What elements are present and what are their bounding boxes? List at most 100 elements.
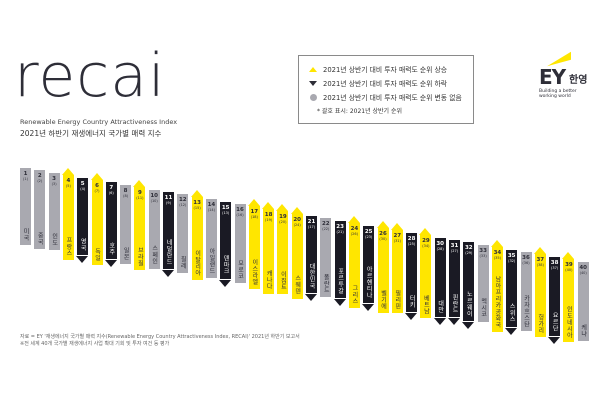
bar-rank-30: 30 (28) 대만 xyxy=(433,237,446,325)
previous-rank-label: (18) xyxy=(250,215,258,220)
country-label: 미국 xyxy=(22,228,29,241)
bar-rank-32: 32 (29) 노르웨이 xyxy=(462,242,475,330)
previous-rank-label: (6) xyxy=(108,191,114,196)
arrow-up-icon xyxy=(347,216,360,224)
arrow-up-icon xyxy=(247,199,260,207)
country-label: 필리핀 xyxy=(393,289,401,310)
arrow-up-icon xyxy=(276,204,289,212)
rank-label: 15 xyxy=(221,204,230,211)
bar-rank-31: 31 (27) 핀란드 xyxy=(448,240,460,325)
country-label: 캐나다 xyxy=(265,270,273,290)
country-label: 남아프리카공화국 xyxy=(493,276,501,329)
rank-label: 6 xyxy=(95,183,99,189)
arrow-down-icon xyxy=(405,312,418,320)
rank-label: 39 xyxy=(565,262,573,269)
country-label: 이집트 xyxy=(279,270,287,291)
bar-rank-23: 23 (21) 포르투갈 xyxy=(333,220,346,306)
rank-label: 1 xyxy=(23,171,28,177)
previous-rank-label: (15) xyxy=(193,205,201,210)
previous-rank-label: (1) xyxy=(23,177,28,181)
rank-label: 27 xyxy=(393,233,402,240)
previous-rank-label: (12) xyxy=(179,203,187,208)
previous-rank-label: (3) xyxy=(51,181,57,186)
legend-down: 2021년 상반기 대비 투자 매력도 순위 하락 xyxy=(307,76,465,90)
previous-rank-label: (22) xyxy=(322,227,330,232)
subtitle-english: Renewable Energy Country Attractiveness … xyxy=(20,118,178,126)
country-label: 중국 xyxy=(36,232,44,246)
bar-rank-11: 11 (9) 네덜란드 xyxy=(162,192,174,277)
country-label: 스페인 xyxy=(150,245,158,265)
rank-label: 32 xyxy=(464,245,473,252)
rank-label: 7 xyxy=(109,185,114,192)
country-label: 영국 xyxy=(79,237,87,251)
previous-rank-label: (19) xyxy=(265,217,273,222)
country-label: 이탈리아 xyxy=(193,249,201,276)
country-label: 요르단 xyxy=(551,312,559,332)
country-label: 노르웨이 xyxy=(465,291,473,318)
previous-rank-label: (24) xyxy=(293,222,301,227)
rank-label: 26 xyxy=(379,231,387,237)
rank-label: 20 xyxy=(293,216,302,223)
bar-rank-33: 33 (33) 멕시코 xyxy=(477,244,489,322)
bar-rank-40: 40 (40) 케냐 xyxy=(577,261,589,341)
legend-same: 2021년 상반기 대비 투자 매력도 순위 변동 없음 xyxy=(307,90,465,104)
bar-rank-7: 7 (6) 호주 xyxy=(104,182,117,268)
previous-rank-label: (38) xyxy=(536,263,544,268)
bar-rank-35: 35 (32) 스위스 xyxy=(505,249,518,335)
bar-rank-36: 36 (36) 카자흐스탄 xyxy=(520,252,532,331)
bar-rank-4: 4 (5) 프랑스 xyxy=(61,168,74,261)
arrow-up-icon xyxy=(419,228,432,236)
previous-rank-label: (30) xyxy=(379,237,387,241)
circle-icon xyxy=(307,93,319,101)
bar-rank-27: 27 (31) 필리핀 xyxy=(390,223,403,314)
bar-rank-2: 2 (2) 중국 xyxy=(34,170,46,250)
bar-rank-38: 38 (37) 요르단 xyxy=(548,256,561,344)
previous-rank-label: (36) xyxy=(522,261,530,265)
bar-rank-34: 34 (35) 남아프리카공화국 xyxy=(490,240,503,333)
triangle-down-icon xyxy=(307,80,319,86)
legend-box: 2021년 상반기 대비 투자 매력도 순위 상승 2021년 상반기 대비 투… xyxy=(298,55,474,124)
country-label: 인도 xyxy=(50,232,58,246)
rank-label: 16 xyxy=(236,207,244,213)
arrow-up-icon xyxy=(562,252,575,260)
previous-rank-label: (32) xyxy=(508,258,516,263)
rank-label: 14 xyxy=(207,202,216,209)
bar-rank-37: 37 (38) 헝가리 xyxy=(533,247,546,338)
bar-rank-29: 29 (34) 베트남 xyxy=(419,228,432,319)
rank-label: 9 xyxy=(137,190,142,197)
country-label: 포르투갈 xyxy=(336,267,344,294)
previous-rank-label: (34) xyxy=(422,244,430,249)
previous-rank-label: (4) xyxy=(80,186,86,191)
bar-rank-6: 6 (7) 독일 xyxy=(90,173,103,265)
bar-rank-24: 24 (26) 그리스 xyxy=(347,216,360,309)
triangle-up-icon xyxy=(307,66,319,72)
arrow-down-icon xyxy=(333,298,346,306)
rank-label: 21 xyxy=(307,219,316,225)
arrow-down-icon xyxy=(219,279,232,287)
country-label: 스웨덴 xyxy=(293,275,301,295)
rank-label: 19 xyxy=(279,214,287,221)
rank-label: 2 xyxy=(37,173,42,180)
country-label: 브라질 xyxy=(136,246,144,267)
previous-rank-label: (2) xyxy=(37,179,43,184)
country-label: 덴마크 xyxy=(222,255,230,275)
rank-label: 28 xyxy=(407,235,416,242)
country-label: 케냐 xyxy=(579,323,587,337)
arrow-down-icon xyxy=(362,303,375,311)
country-label: 칠레 xyxy=(179,256,187,270)
previous-rank-label: (25) xyxy=(408,241,416,246)
country-label: 아르헨티나 xyxy=(365,266,373,299)
country-label: 폴란드 xyxy=(322,273,330,294)
bar-rank-20: 20 (24) 스웨덴 xyxy=(290,206,303,299)
previous-rank-label: (28) xyxy=(436,246,444,251)
bar-rank-28: 28 (25) 터키 xyxy=(405,232,418,320)
source-note: 자료 = EY '재생에너지 국가별 매력 지수(Renewable Energ… xyxy=(20,334,300,347)
previous-rank-label: (23) xyxy=(365,234,373,239)
rank-label: 33 xyxy=(479,247,487,254)
previous-rank-label: (35) xyxy=(493,256,501,261)
bar-rank-17: 17 (18) 이스라엘 xyxy=(247,199,260,290)
arrow-up-icon xyxy=(262,201,275,209)
rank-label: 35 xyxy=(507,252,516,259)
recai-logo: recai xyxy=(14,41,166,111)
bar-rank-10: 10 (10) 스페인 xyxy=(148,189,160,269)
